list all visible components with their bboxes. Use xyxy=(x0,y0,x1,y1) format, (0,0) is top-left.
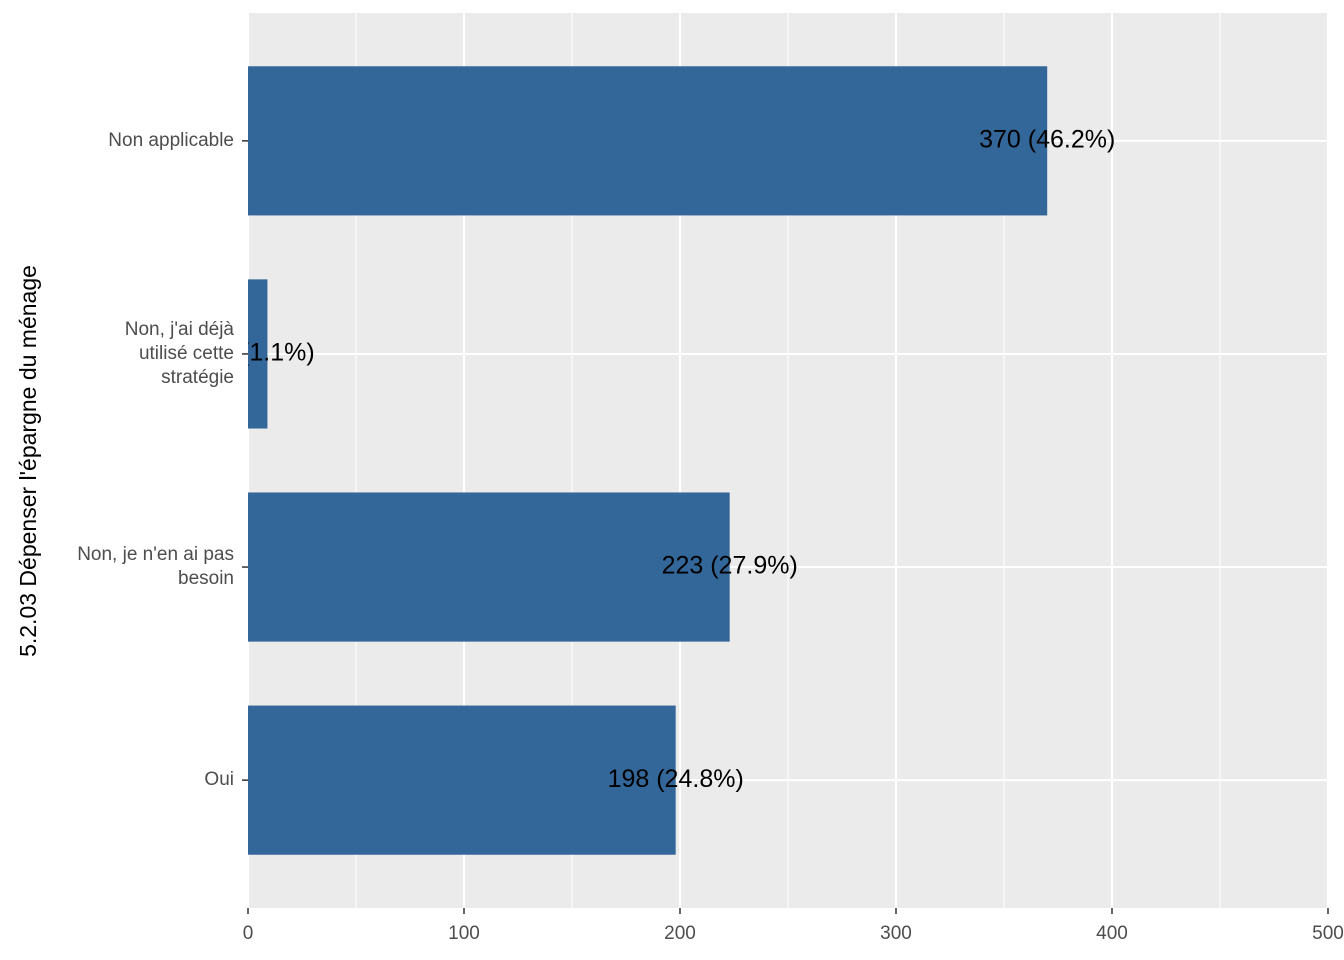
bar xyxy=(248,279,268,429)
y-tick-label: Non applicable xyxy=(108,130,234,151)
x-tick-label: 100 xyxy=(448,923,480,944)
bar xyxy=(248,705,676,855)
y-tick-label: Non, j'ai déjà utilisé cette stratégie xyxy=(125,319,235,388)
bar xyxy=(248,66,1048,216)
x-tick-label: 200 xyxy=(664,923,696,944)
y-axis-title: 5.2.03 Dépenser l'épargne du ménage xyxy=(15,265,41,657)
x-tick-label: 300 xyxy=(880,923,912,944)
bar xyxy=(248,492,730,642)
y-tick-label: Oui xyxy=(204,769,234,790)
x-tick-label: 400 xyxy=(1096,923,1128,944)
value-label: 223 (27.9%) xyxy=(662,552,798,580)
x-tick-label: 500 xyxy=(1312,923,1344,944)
value-label: 198 (24.8%) xyxy=(608,765,744,793)
y-tick-label: Non, je n'en ai pas besoin xyxy=(77,544,234,589)
value-label: 9 (1.1%) xyxy=(220,339,314,367)
x-tick-label: 0 xyxy=(243,923,254,944)
value-label: 370 (46.2%) xyxy=(979,125,1115,153)
